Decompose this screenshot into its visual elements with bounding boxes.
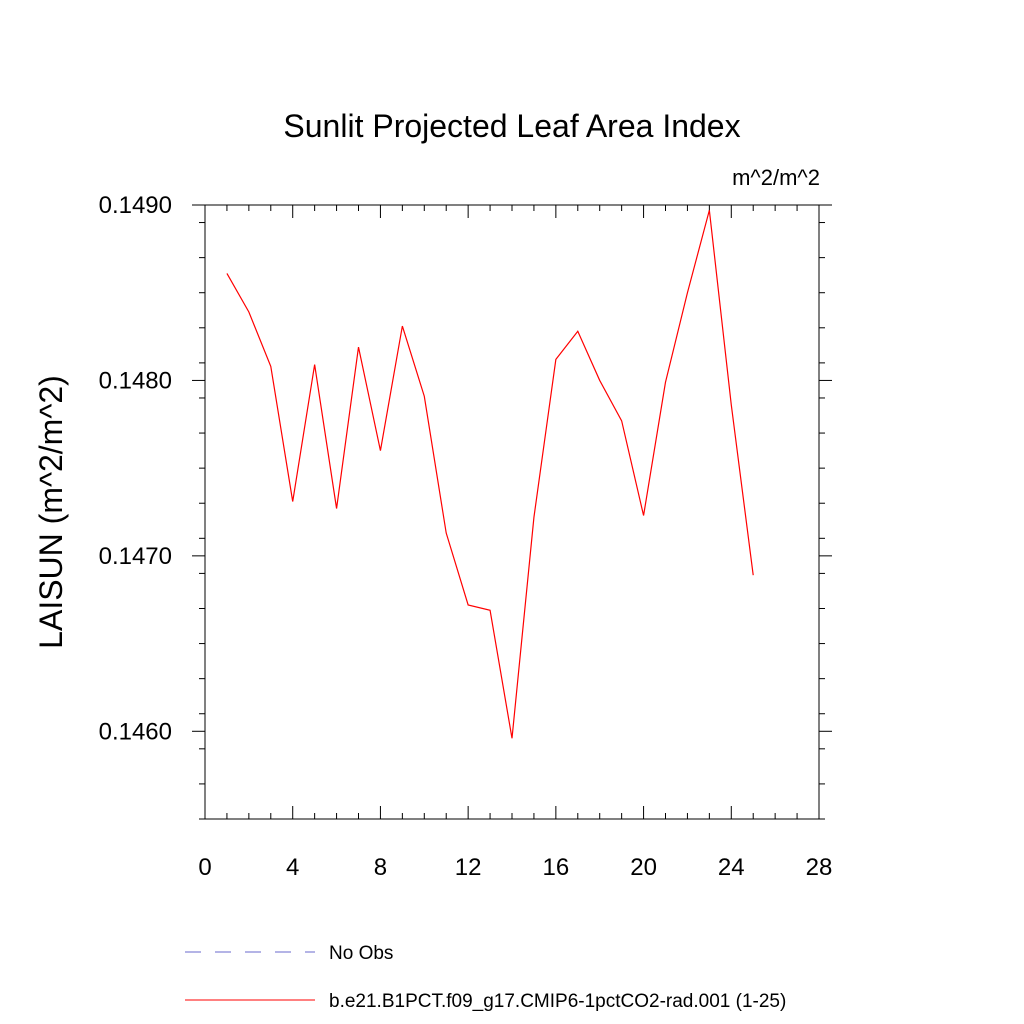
y-tick-label: 0.1460 (99, 718, 172, 745)
plot-frame (204, 204, 820, 820)
series-layer (226, 210, 754, 739)
x-tick-label: 4 (286, 854, 299, 881)
axis-ticks (192, 204, 832, 820)
y-tick-label: 0.1490 (99, 192, 172, 219)
y-tick-label: 0.1480 (99, 367, 172, 394)
legend: No Obs b.e21.B1PCT.f09_g17.CMIP6-1pctCO2-… (185, 943, 786, 1012)
chart-title: Sunlit Projected Leaf Area Index (283, 108, 740, 144)
x-tick-label: 20 (630, 854, 657, 881)
series-line-0 (226, 210, 754, 739)
x-tick-label: 28 (806, 854, 833, 881)
x-tick-label: 0 (198, 854, 211, 881)
legend-label-0: No Obs (329, 943, 393, 964)
y-tick-label: 0.1470 (99, 543, 172, 570)
x-tick-label: 8 (374, 854, 387, 881)
x-tick-label: 12 (455, 854, 482, 881)
legend-label-1: b.e21.B1PCT.f09_g17.CMIP6-1pctCO2-rad.00… (329, 991, 786, 1012)
x-tick-label: 24 (718, 854, 745, 881)
y-axis-label: LAISUN (m^2/m^2) (33, 375, 69, 649)
units-label: m^2/m^2 (732, 165, 820, 190)
axis-tick-labels: 0 4 8 12 16 20 24 28 0.1460 0.1470 0.1480 0.1490 (99, 192, 833, 881)
x-tick-label: 16 (543, 854, 570, 881)
